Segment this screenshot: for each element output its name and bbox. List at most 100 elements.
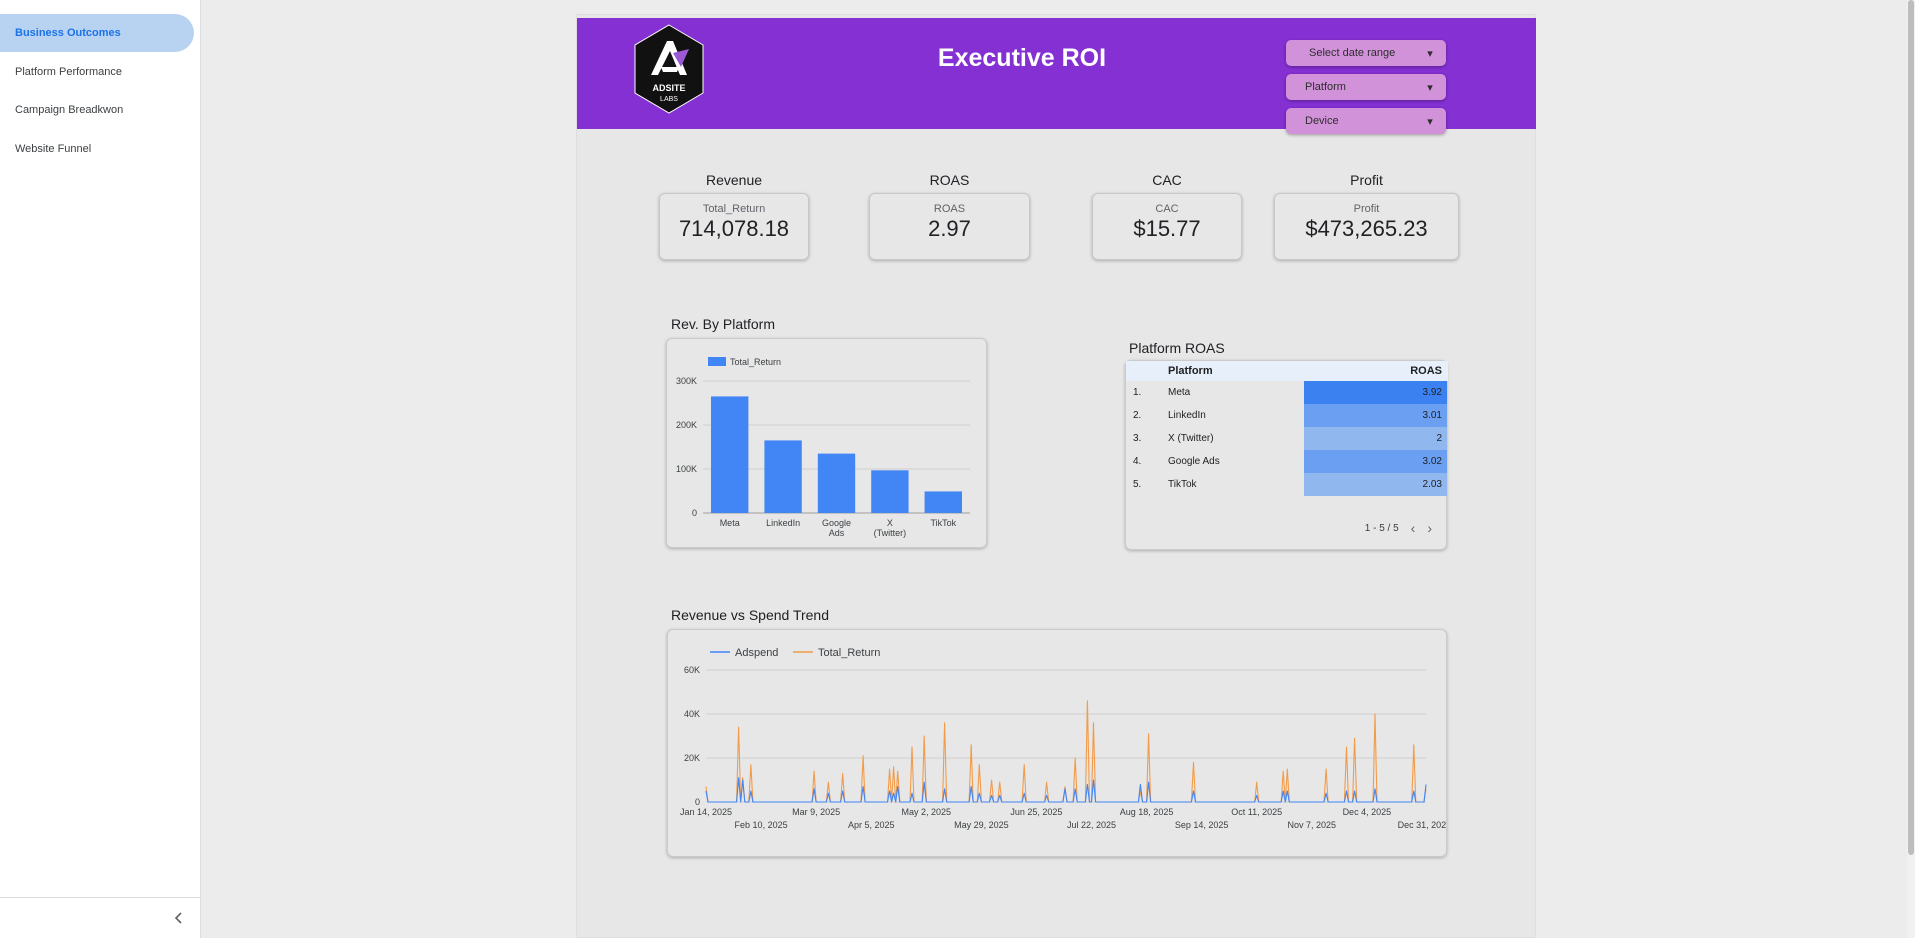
platform-roas-table: Platform ROAS 1. Meta 3.92 2. LinkedIn 3… [1125, 360, 1448, 550]
kpi-card-profit: Profit $473,265.23 [1274, 193, 1459, 260]
sidebar-item-label: Platform Performance [15, 66, 122, 78]
table-row[interactable]: 4. Google Ads 3.02 [1126, 450, 1448, 473]
y-tick-label: 0 [692, 508, 697, 518]
table-row[interactable]: 5. TikTok 2.03 [1126, 473, 1448, 496]
y-tick-label: 40K [684, 709, 700, 719]
sidebar-item-platform-performance[interactable]: Platform Performance [0, 53, 194, 91]
table-row[interactable]: 2. LinkedIn 3.01 [1126, 404, 1448, 427]
page-scrollbar[interactable] [1907, 0, 1915, 938]
table-header: Platform ROAS [1126, 361, 1448, 381]
row-index: 3. [1133, 433, 1142, 444]
date-range-selector[interactable]: Select date range ▾ [1286, 40, 1446, 66]
row-roas: 3.92 [1422, 387, 1442, 398]
roas-bar [1304, 427, 1447, 450]
row-platform: Google Ads [1168, 456, 1220, 467]
kpi-sub-label: CAC [1155, 203, 1179, 215]
row-roas: 2 [1436, 433, 1442, 444]
date-range-label: Select date range [1309, 47, 1396, 59]
kpi-value: $15.77 [1133, 216, 1201, 241]
x-tick-label: TikTok [930, 518, 956, 528]
sidebar-item-label: Business Outcomes [15, 27, 121, 39]
series-line-total-return [705, 700, 1427, 803]
bar-tiktok [924, 491, 962, 513]
y-tick-label: 200K [676, 420, 697, 430]
dropdown-caret-icon: ▾ [1427, 47, 1433, 60]
chevron-left-icon[interactable]: ‹ [1410, 520, 1416, 536]
x-tick-label: Oct 11, 2025 [1231, 807, 1282, 817]
sidebar-item-website-funnel[interactable]: Website Funnel [0, 130, 194, 168]
revenue-vs-spend-card: Adspend Total_Return 0 20K 40K 60K Jan 14, 202… [667, 629, 1447, 857]
platform-filter[interactable]: Platform ▾ [1286, 74, 1446, 100]
kpi-title-roas: ROAS [929, 172, 970, 188]
sidebar-item-label: Website Funnel [15, 143, 92, 155]
sidebar-item-label: Campaign Breadkwon [15, 104, 124, 116]
sidebar-divider [0, 897, 201, 898]
kpi-value: 714,078.18 [678, 216, 790, 241]
kpi-card-cac: CAC $15.77 [1092, 193, 1242, 260]
kpi-card-roas: ROAS 2.97 [869, 193, 1030, 260]
bar-chart-title: Rev. By Platform [671, 316, 775, 332]
rev-by-platform-chart: Total_Return 0 100K 200K 300K Meta LinkedIn Goo… [676, 357, 970, 538]
x-tick-label: Google [822, 518, 851, 528]
y-tick-label: 60K [684, 665, 700, 675]
scrollbar-thumb[interactable] [1908, 0, 1914, 855]
x-tick-label: Feb 10, 2025 [735, 820, 788, 830]
logo-text: ADSITE [652, 83, 685, 93]
x-tick-label: LinkedIn [766, 518, 800, 528]
row-roas: 3.01 [1422, 410, 1442, 421]
column-header-platform[interactable]: Platform [1168, 365, 1213, 377]
x-tick-label: Mar 9, 2025 [792, 807, 840, 817]
platform-filter-label: Platform [1305, 81, 1346, 93]
device-filter-label: Device [1305, 115, 1339, 127]
x-tick-label: Dec 4, 2025 [1343, 807, 1392, 817]
revenue-vs-spend-chart: Adspend Total_Return 0 20K 40K 60K Jan 14, 202… [680, 647, 1446, 830]
x-tick-label: Jul 22, 2025 [1067, 820, 1116, 830]
table-row[interactable]: 1. Meta 3.92 [1126, 381, 1448, 404]
kpi-title-cac: CAC [1152, 172, 1182, 188]
kpi-value: $473,265.23 [1305, 216, 1428, 241]
x-tick-label: Jun 25, 2025 [1010, 807, 1062, 817]
x-tick-label: Ads [829, 528, 845, 538]
row-roas: 2.03 [1422, 479, 1442, 490]
rev-by-platform-card: Total_Return 0 100K 200K 300K Meta LinkedIn Goo… [666, 338, 987, 548]
row-index: 4. [1133, 456, 1142, 467]
x-tick-label: Apr 5, 2025 [848, 820, 895, 830]
report-canvas: ADSITE LABS Executive ROI Select date ra… [576, 14, 1536, 938]
x-tick-label: May 29, 2025 [954, 820, 1009, 830]
sidebar-item-campaign-breakdown[interactable]: Campaign Breadkwon [0, 91, 194, 129]
adsite-labs-logo: ADSITE LABS [634, 24, 704, 114]
kpi-card-revenue: Total_Return 714,078.18 [659, 193, 809, 260]
bar-x-twitter- [871, 470, 909, 513]
logo-subtext: LABS [660, 96, 678, 103]
x-tick-label: Nov 7, 2025 [1288, 820, 1337, 830]
page-title: Executive ROI [937, 44, 1107, 72]
kpi-sub-label: Profit [1353, 203, 1380, 215]
chevron-right-icon[interactable]: › [1427, 520, 1432, 536]
dropdown-caret-icon: ▾ [1427, 81, 1433, 94]
bar-meta [711, 396, 749, 513]
sidebar-item-business-outcomes[interactable]: Business Outcomes [0, 14, 194, 52]
row-platform: LinkedIn [1168, 410, 1206, 421]
x-tick-label: Meta [720, 518, 740, 528]
row-index: 2. [1133, 410, 1142, 421]
series-line-adspend [705, 777, 1427, 803]
collapse-sidebar-button[interactable] [170, 907, 188, 929]
roas-bar [1304, 404, 1447, 427]
device-filter[interactable]: Device ▾ [1286, 108, 1446, 134]
sidebar: Business Outcomes Platform Performance C… [0, 0, 201, 938]
kpi-sub-label: Total_Return [702, 203, 766, 215]
column-header-roas[interactable]: ROAS [1410, 365, 1442, 377]
x-tick-label: X [887, 518, 893, 528]
legend-label-1: Adspend [735, 647, 778, 659]
legend-label-2: Total_Return [818, 647, 880, 659]
y-tick-label: 100K [676, 464, 697, 474]
roas-bar [1304, 473, 1447, 496]
table-title: Platform ROAS [1129, 340, 1225, 356]
x-tick-label: Aug 18, 2025 [1120, 807, 1174, 817]
bar-google-ads [817, 453, 856, 513]
row-platform: X (Twitter) [1168, 433, 1214, 444]
pager-range: 1 - 5 / 5 [1364, 522, 1399, 534]
legend-swatch [708, 357, 726, 366]
report-header: ADSITE LABS Executive ROI Select date ra… [577, 18, 1536, 134]
table-row[interactable]: 3. X (Twitter) 2 [1126, 427, 1448, 450]
